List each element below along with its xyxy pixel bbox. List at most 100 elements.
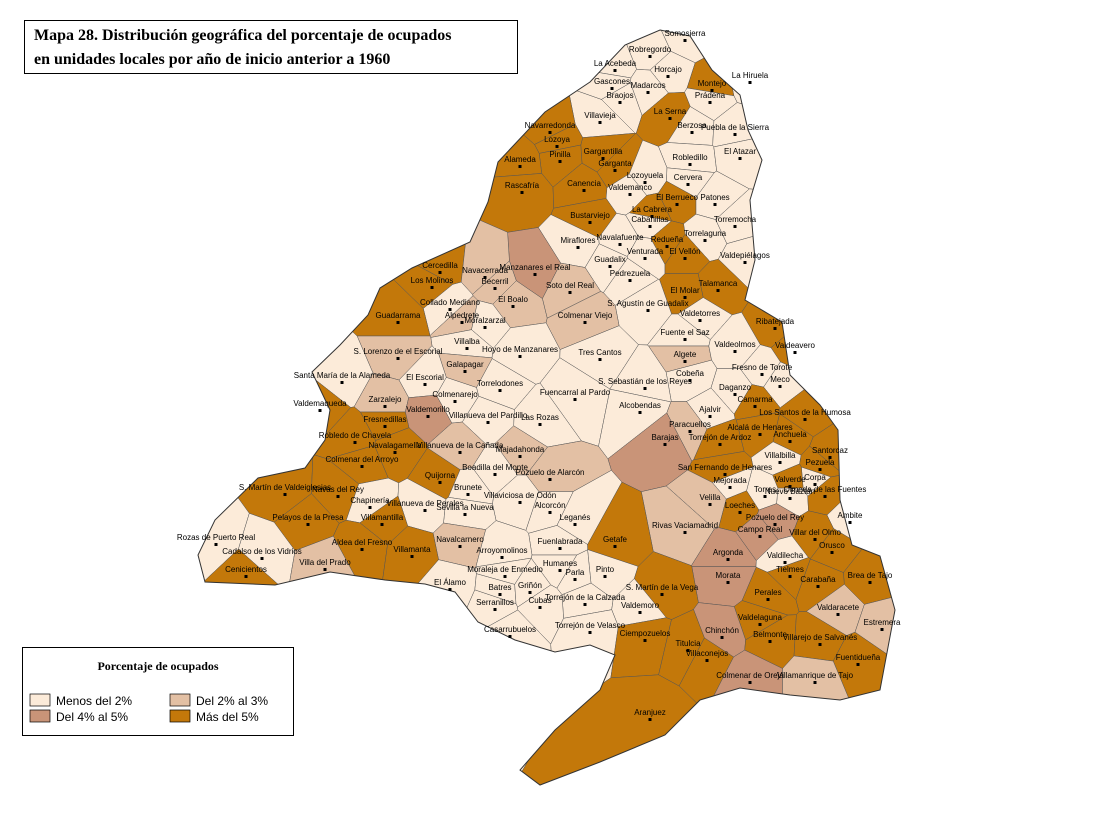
municipality-label: Belmonte xyxy=(753,630,787,639)
municipality-label: Fuentidueña xyxy=(836,653,881,662)
municipality-marker xyxy=(666,75,670,78)
municipality-label: Soto del Real xyxy=(546,281,594,290)
municipality-label: Brunete xyxy=(454,483,483,492)
municipality-label: Villamanrique de Tajo xyxy=(777,671,854,680)
municipality-marker xyxy=(646,309,650,312)
municipality-label: Valdemanco xyxy=(608,183,652,192)
legend-swatch xyxy=(29,709,51,723)
municipality-label: Torrejón de la Calzada xyxy=(545,593,626,602)
municipality-label: Tielmes xyxy=(776,565,804,574)
municipality-label: Berzosa xyxy=(677,121,707,130)
municipality-label: Valdemorillo xyxy=(406,405,450,414)
legend: Menos del 2% Del 2% al 3% Del 4% al 5% Más … xyxy=(29,693,268,724)
municipality-label: Moralzarzal xyxy=(464,316,506,325)
municipality-label: Quijorna xyxy=(425,471,456,480)
municipality-marker xyxy=(743,261,747,264)
municipality-marker xyxy=(773,327,777,330)
municipality-label: Meco xyxy=(770,375,790,384)
legend-label: Más del 5% xyxy=(196,710,259,724)
municipality-marker xyxy=(396,357,400,360)
municipality-area xyxy=(198,66,431,337)
municipality-label: Lozoyuela xyxy=(627,171,664,180)
municipality-area xyxy=(198,380,250,633)
municipality-area xyxy=(339,609,555,785)
municipality-label: Moraleja de Enmedio xyxy=(467,565,543,574)
municipality-marker xyxy=(836,613,840,616)
municipality-label: Daganzo xyxy=(719,383,752,392)
municipality-marker xyxy=(618,101,622,104)
municipality-label: Camarma xyxy=(737,395,773,404)
municipality-marker xyxy=(583,321,587,324)
municipality-label: Colmenar Viejo xyxy=(558,311,613,320)
municipality-marker xyxy=(758,623,762,626)
municipality-marker xyxy=(628,279,632,282)
municipality-marker xyxy=(438,271,442,274)
municipality-label: Cenicientos xyxy=(225,565,267,574)
municipality-label: Paracuellos xyxy=(669,420,711,429)
municipality-marker xyxy=(643,181,647,184)
municipality-marker xyxy=(748,681,752,684)
municipality-label: Olmeda de las Fuentes xyxy=(784,485,867,494)
municipality-marker xyxy=(336,495,340,498)
title-line: en unidades locales por año de inicio an… xyxy=(34,51,390,68)
municipality-marker xyxy=(703,239,707,242)
municipality-label: Leganés xyxy=(560,513,591,522)
municipality-label: S. Lorenzo de el Escorial xyxy=(354,347,443,356)
municipality-label: Torres xyxy=(754,485,776,494)
municipality-marker xyxy=(598,121,602,124)
municipality-marker xyxy=(788,440,792,443)
municipality-label: Garganta xyxy=(598,159,632,168)
municipality-label: Fresnedillas xyxy=(363,415,406,424)
municipality-marker xyxy=(568,291,572,294)
municipality-marker xyxy=(426,415,430,418)
municipality-label: Batres xyxy=(488,583,511,592)
legend-label: Del 2% al 3% xyxy=(196,694,268,708)
municipality-area xyxy=(741,211,895,348)
municipality-marker xyxy=(610,87,614,90)
municipality-marker xyxy=(868,581,872,584)
municipality-marker xyxy=(766,598,770,601)
municipality-marker xyxy=(548,478,552,481)
municipality-label: El Atazar xyxy=(724,147,756,156)
municipality-label: Brea de Tajo xyxy=(848,571,893,580)
municipality-marker xyxy=(500,556,504,559)
municipality-marker xyxy=(638,611,642,614)
municipality-marker xyxy=(646,91,650,94)
municipality-marker xyxy=(686,649,690,652)
municipality-marker xyxy=(768,640,772,643)
municipality-label: Pinilla xyxy=(549,150,571,159)
municipality-label: Boadilla del Monte xyxy=(462,463,528,472)
municipality-label: Villaviciosa de Odón xyxy=(484,491,556,500)
municipality-label: Valdemaqueda xyxy=(293,399,347,408)
municipality-label: Torrejón de Velasco xyxy=(555,621,626,630)
municipality-marker xyxy=(660,593,664,596)
municipality-label: Galapagar xyxy=(446,360,484,369)
municipality-label: Anchuela xyxy=(773,430,807,439)
municipality-marker xyxy=(763,495,767,498)
municipality-label: Robledillo xyxy=(672,153,708,162)
municipality-label: Navas del Rey xyxy=(312,485,364,494)
municipality-marker xyxy=(601,157,605,160)
municipality-label: Villaconejos xyxy=(686,649,729,658)
municipality-marker xyxy=(683,360,687,363)
municipality-marker xyxy=(760,373,764,376)
municipality-label: Torremocha xyxy=(714,215,757,224)
municipality-label: Cobeña xyxy=(676,369,705,378)
municipality-marker xyxy=(816,585,820,588)
municipality-label: Navalafuente xyxy=(596,233,644,242)
municipality-marker xyxy=(498,389,502,392)
municipality-marker xyxy=(628,193,632,196)
municipality-marker xyxy=(260,557,264,560)
municipality-marker xyxy=(675,203,679,206)
municipality-marker xyxy=(716,289,720,292)
municipality-label: Robledo de Chavela xyxy=(319,431,392,440)
municipality-label: Majadahonda xyxy=(496,445,545,454)
municipality-marker xyxy=(588,631,592,634)
municipality-label: Pozuelo del Rey xyxy=(746,513,804,522)
municipality-label: Villamanta xyxy=(393,545,431,554)
municipality-label: Montejo xyxy=(698,79,727,88)
municipality-area xyxy=(198,142,374,408)
municipality-label: Villa del Prado xyxy=(299,558,351,567)
municipality-label: Casarrubuelos xyxy=(484,625,536,634)
municipality-label: Fuenlabrada xyxy=(538,537,583,546)
